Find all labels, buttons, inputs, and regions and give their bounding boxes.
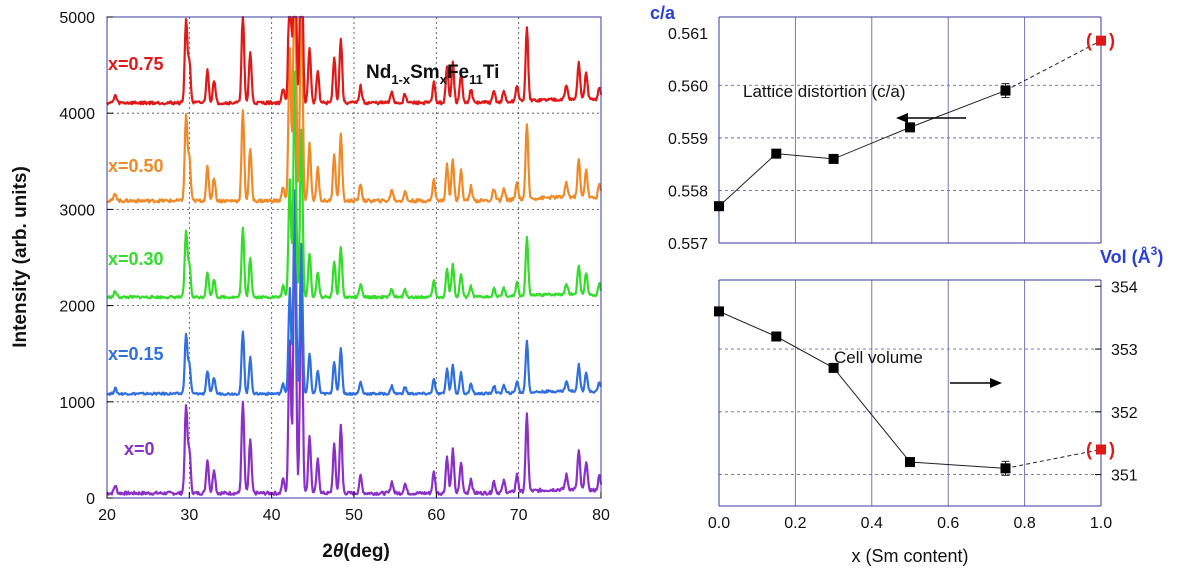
- panel-line-dashed: [1005, 40, 1102, 92]
- ca-annotation: Lattice distortion (c/a): [743, 82, 906, 101]
- xrd-traces: [106, 15, 603, 496]
- panel-point: [905, 457, 915, 468]
- xrd-xtick-label: 20: [98, 507, 116, 524]
- xrd-ticks: 20 30 40 50 60 70 80 0 1000 2000 3000 4000 5000: [59, 10, 610, 524]
- panel-point: [905, 122, 915, 133]
- xrd-x-axis-label: 2θ(deg): [322, 541, 390, 562]
- xrd-trace-0: [106, 194, 603, 496]
- vol-ytick-label: 351: [1111, 468, 1138, 485]
- ca-ytick-label: 0.558: [668, 183, 708, 200]
- xrd-xtick-label: 40: [263, 507, 281, 524]
- panel-xtick-label: 0.4: [861, 515, 883, 532]
- series-label-x050: x=0.50: [108, 156, 164, 176]
- ca-panel: 0.557 0.558 0.559 0.560 0.561 () c/a Lattice…: [650, 3, 1115, 253]
- xrd-trace-1: [106, 189, 602, 396]
- xrd-ytick-label: 5000: [59, 10, 95, 27]
- vol-ytick-label: 352: [1111, 405, 1138, 422]
- ca-ytick-label: 0.557: [668, 236, 708, 253]
- vol-arrow-right: [950, 378, 1002, 388]
- panel-point: [714, 201, 724, 212]
- panel-line: [718, 90, 1006, 207]
- panel-point: [771, 148, 782, 159]
- xrd-y-axis-label: Intensity (arb. units): [10, 166, 31, 348]
- panel-xtick-label: 0.6: [937, 515, 959, 532]
- xrd-trace-4: [106, 15, 603, 106]
- ca-ticks: 0.557 0.558 0.559 0.560 0.561: [668, 26, 708, 253]
- ca-arrow-left: [896, 113, 966, 123]
- ca-ytick-label: 0.560: [668, 78, 708, 95]
- ca-data: (): [714, 31, 1115, 212]
- series-label-x030: x=0.30: [108, 249, 164, 269]
- panel-point: [1000, 463, 1011, 474]
- xrd-ytick-label: 4000: [59, 106, 95, 123]
- panel-point-highlight: [1096, 444, 1106, 455]
- xrd-xtick-label: 50: [345, 507, 363, 524]
- series-label-x0: x=0: [124, 439, 155, 459]
- xrd-ytick-label: 2000: [59, 299, 95, 316]
- panel-xtick-label: 0.8: [1013, 515, 1035, 532]
- paren-left: (: [1086, 31, 1092, 51]
- panel-point: [771, 331, 782, 342]
- series-label-x075: x=0.75: [108, 54, 164, 74]
- xrd-xtick-label: 80: [592, 507, 610, 524]
- paren-right: ): [1109, 440, 1115, 460]
- xrd-ytick-label: 1000: [59, 395, 95, 412]
- xrd-xtick-label: 60: [427, 507, 445, 524]
- series-label-x015: x=0.15: [108, 344, 164, 364]
- vol-x-axis-label: x (Sm content): [851, 546, 968, 566]
- ca-grid: [719, 17, 1101, 243]
- panel-xtick-label: 1.0: [1090, 515, 1112, 532]
- ca-ytick-label: 0.559: [668, 131, 708, 148]
- panel-xtick-label: 0.0: [708, 515, 730, 532]
- vol-y-axis-label: Vol (Å3): [1100, 244, 1163, 267]
- xrd-xtick-label: 70: [510, 507, 528, 524]
- ca-ytick-label: 0.561: [668, 26, 708, 43]
- vol-ytick-label: 354: [1111, 279, 1138, 296]
- paren-right: ): [1109, 31, 1115, 51]
- panel-point: [714, 306, 724, 317]
- panel-point-highlight: [1096, 35, 1106, 46]
- xrd-ytick-label: 3000: [59, 202, 95, 219]
- vol-ticks: 0.0 0.2 0.4 0.6 0.8 1.0 351 352 353 354: [708, 279, 1138, 532]
- panel-line-dashed: [1005, 449, 1102, 469]
- ca-y-axis-label: c/a: [650, 3, 676, 23]
- paren-left: (: [1086, 440, 1092, 460]
- vol-annotation: Cell volume: [834, 348, 923, 367]
- xrd-xtick-label: 30: [180, 507, 198, 524]
- compound-formula: Nd1-xSmxFe11Ti: [366, 62, 499, 87]
- panel-xtick-label: 0.2: [784, 515, 806, 532]
- panel-point: [828, 153, 839, 164]
- xrd-panel: 20 30 40 50 60 70 80 0 1000 2000 3000 4000 5000 Inte…: [10, 10, 610, 562]
- xrd-trace-3: [106, 15, 603, 204]
- vol-grid: [719, 280, 1101, 506]
- vol-panel: 0.0 0.2 0.4 0.6 0.8 1.0 351 352 353 354 () Vol (Å…: [708, 244, 1163, 566]
- xrd-ytick-label: 0: [86, 491, 95, 508]
- panel-point: [828, 362, 839, 373]
- xrd-trace-2: [106, 70, 603, 300]
- panel-point: [1000, 85, 1011, 96]
- vol-data: (): [714, 306, 1115, 476]
- panel-line: [718, 310, 1006, 469]
- vol-ytick-label: 353: [1111, 342, 1138, 359]
